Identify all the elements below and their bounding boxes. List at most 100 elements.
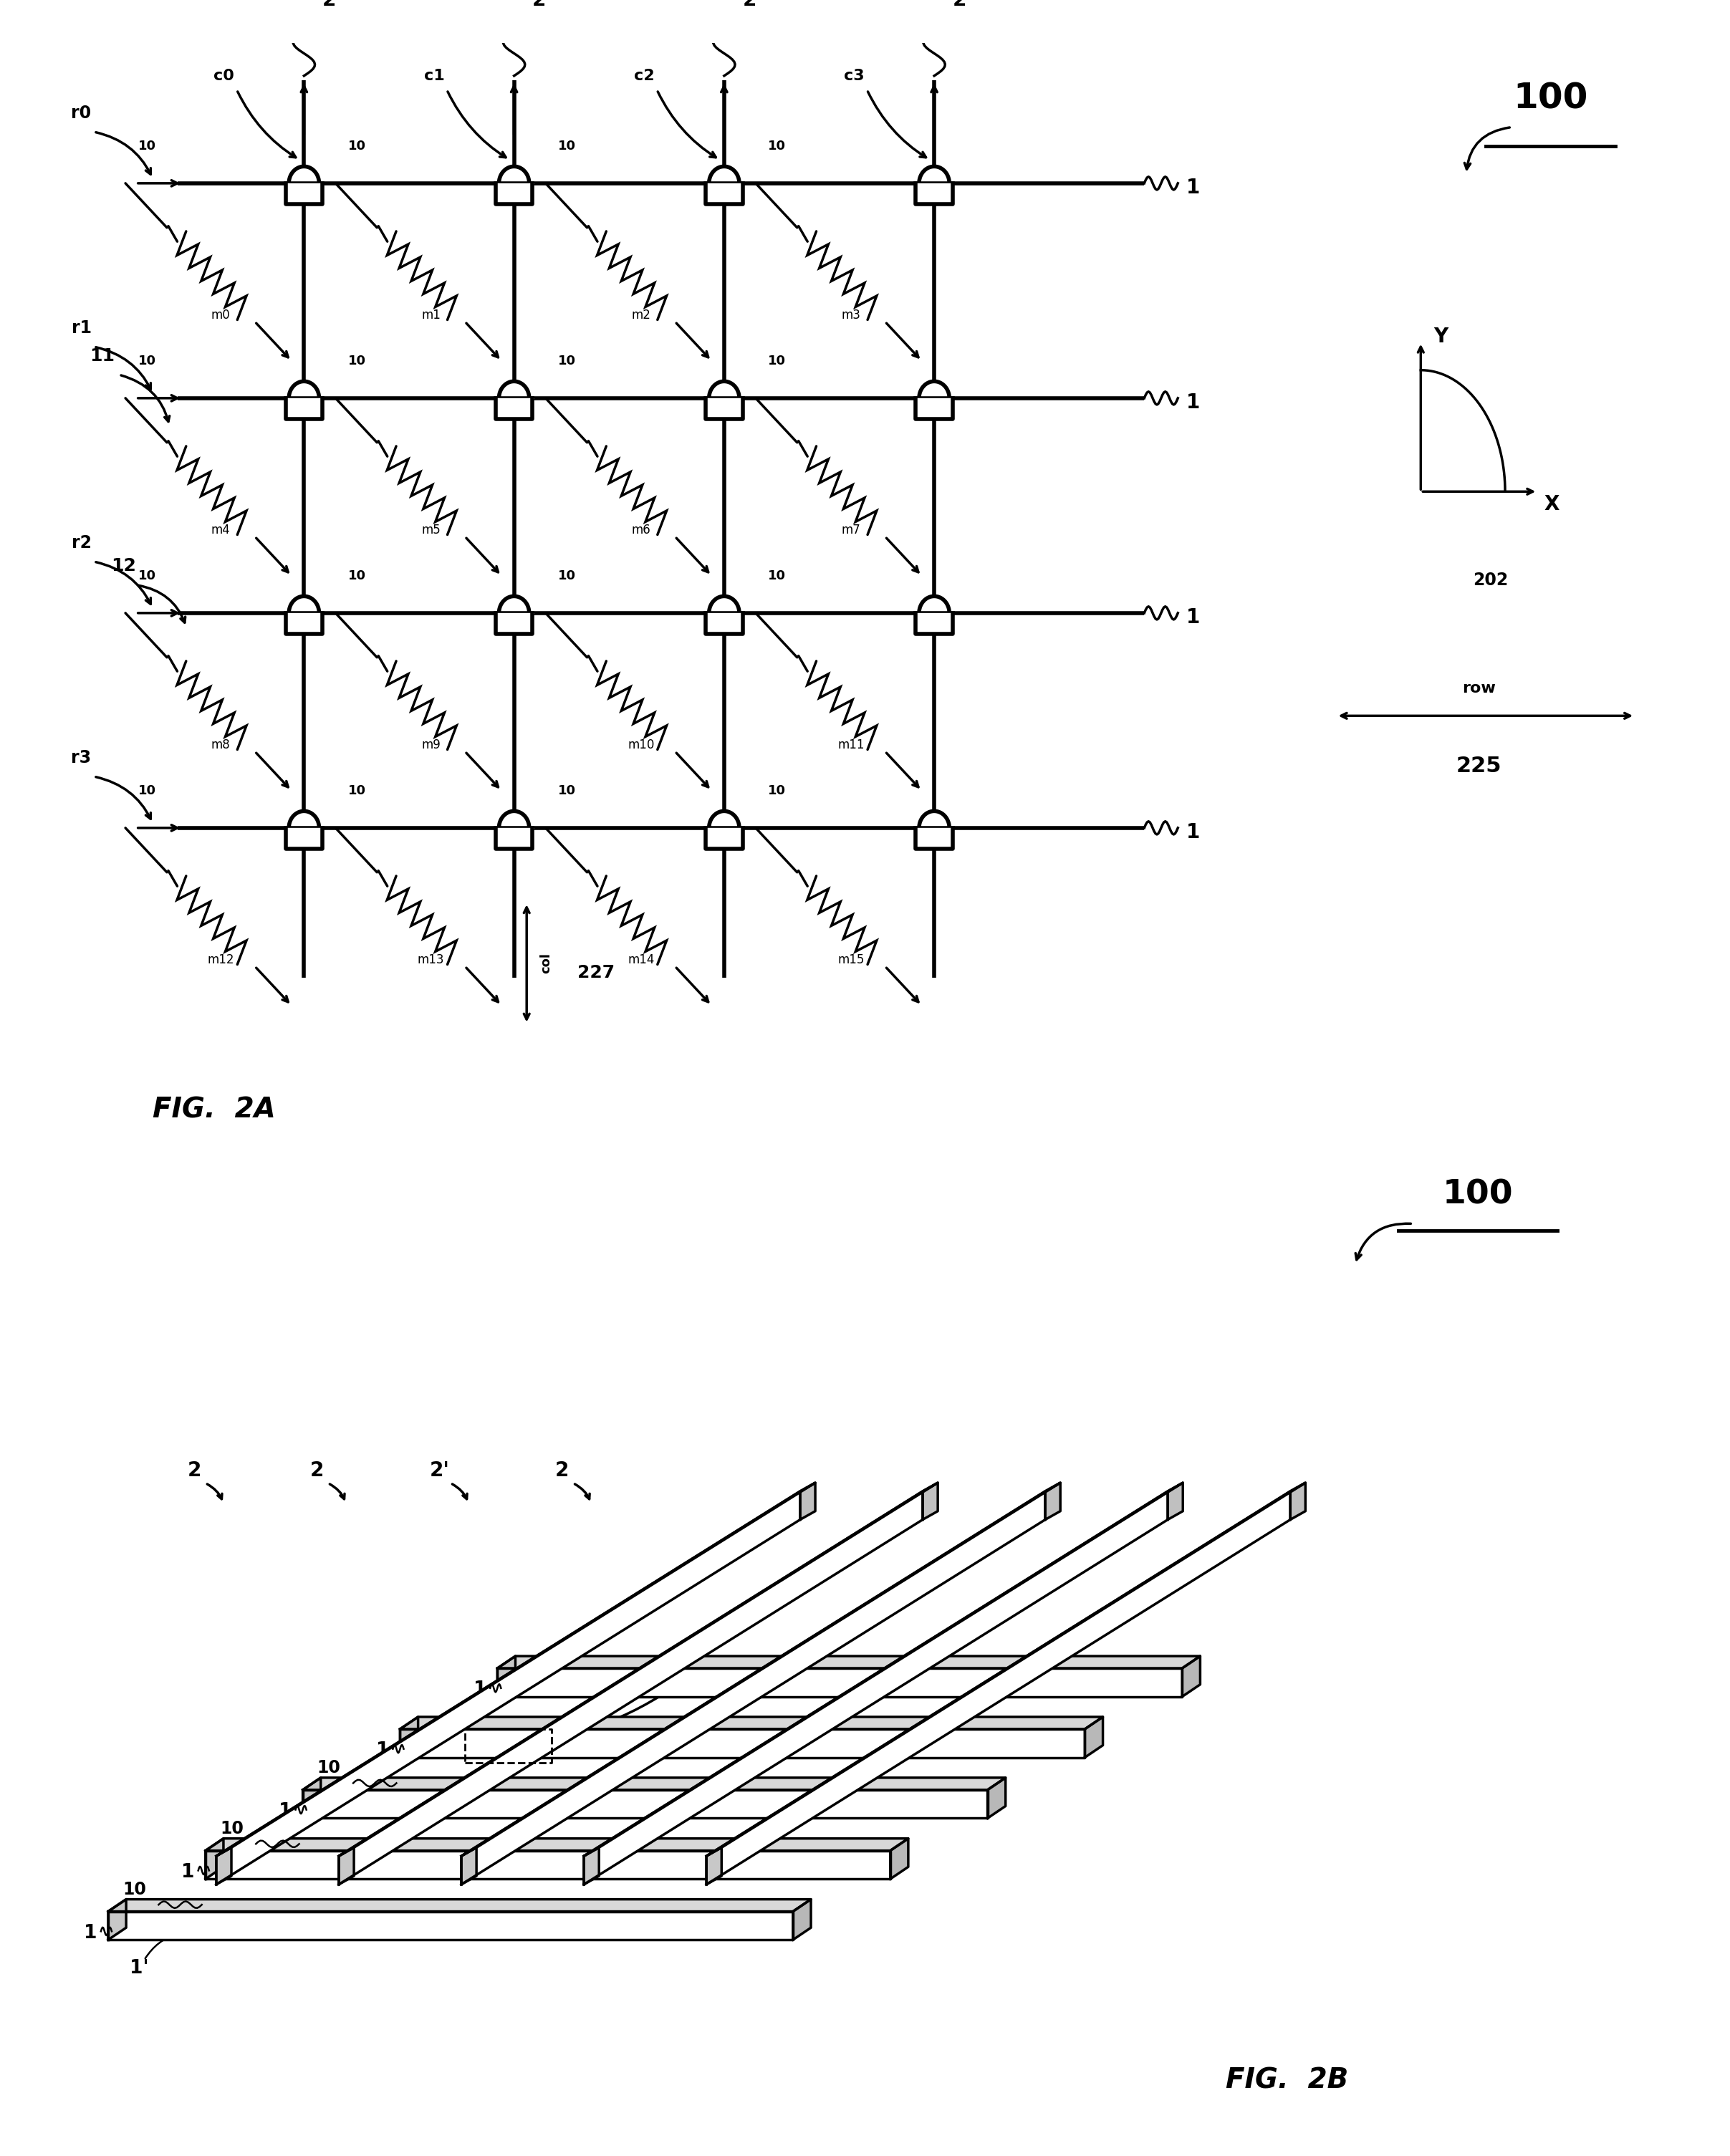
Text: 1': 1': [130, 1960, 149, 1977]
Polygon shape: [285, 399, 324, 418]
Text: r0: r0: [71, 103, 92, 121]
Text: 2: 2: [555, 1460, 569, 1481]
Text: c1: c1: [424, 69, 445, 84]
Polygon shape: [107, 1899, 811, 1912]
Text: 100: 100: [1443, 1179, 1514, 1212]
Text: 1: 1: [279, 1802, 292, 1822]
Polygon shape: [706, 1492, 1291, 1884]
Text: FIG.  2A: FIG. 2A: [152, 1095, 275, 1123]
Text: 10: 10: [317, 1759, 341, 1777]
Text: 2: 2: [310, 1460, 324, 1481]
Text: 100: 100: [1514, 82, 1588, 116]
Polygon shape: [988, 1779, 1005, 1818]
Text: m13: m13: [417, 953, 445, 966]
Text: 2: 2: [187, 1460, 202, 1481]
Text: m2: m2: [631, 308, 650, 321]
Polygon shape: [216, 1492, 801, 1884]
Polygon shape: [400, 1716, 419, 1757]
Text: m4: m4: [211, 524, 230, 537]
Polygon shape: [585, 1483, 1183, 1856]
Polygon shape: [706, 1483, 1306, 1856]
Text: m7: m7: [841, 524, 862, 537]
Text: r2: r2: [71, 535, 92, 552]
Text: 10: 10: [348, 354, 367, 367]
Polygon shape: [915, 828, 953, 849]
Text: m5: m5: [422, 524, 441, 537]
Text: m6: m6: [631, 524, 650, 537]
Polygon shape: [495, 612, 533, 634]
Polygon shape: [285, 183, 324, 205]
Text: m14: m14: [628, 953, 654, 966]
Polygon shape: [216, 1848, 232, 1884]
Polygon shape: [462, 1492, 1045, 1884]
Text: 1: 1: [182, 1863, 194, 1882]
Text: m0: m0: [211, 308, 230, 321]
Polygon shape: [1182, 1656, 1201, 1697]
Polygon shape: [792, 1899, 811, 1940]
Text: 10: 10: [138, 354, 156, 367]
Polygon shape: [1291, 1483, 1306, 1520]
Text: 1: 1: [1187, 392, 1201, 412]
Polygon shape: [915, 612, 953, 634]
Text: 10: 10: [559, 140, 576, 153]
Text: 10: 10: [768, 785, 785, 798]
Text: 10: 10: [138, 569, 156, 582]
Polygon shape: [495, 828, 533, 849]
Polygon shape: [704, 183, 744, 205]
Text: 2': 2': [429, 1460, 450, 1481]
Polygon shape: [801, 1483, 815, 1520]
Polygon shape: [1045, 1483, 1060, 1520]
Text: X: X: [1543, 494, 1559, 515]
Polygon shape: [495, 183, 533, 205]
Text: 202: 202: [1472, 571, 1509, 589]
Polygon shape: [303, 1789, 988, 1818]
Text: 1: 1: [375, 1742, 389, 1759]
Polygon shape: [704, 399, 744, 418]
Text: c0: c0: [215, 69, 235, 84]
Text: 10: 10: [348, 140, 367, 153]
Text: 11: 11: [90, 347, 114, 364]
Polygon shape: [891, 1839, 908, 1880]
Polygon shape: [400, 1716, 1104, 1729]
Text: 1: 1: [1187, 824, 1201, 843]
Text: 2: 2: [533, 0, 547, 11]
Polygon shape: [206, 1839, 223, 1880]
Polygon shape: [498, 1656, 516, 1697]
Text: 10: 10: [220, 1820, 244, 1837]
Text: Y: Y: [1434, 326, 1448, 347]
Text: m12: m12: [208, 953, 234, 966]
Polygon shape: [206, 1850, 891, 1880]
Text: 10: 10: [768, 140, 785, 153]
Text: 10: 10: [348, 569, 367, 582]
Polygon shape: [339, 1848, 355, 1884]
Polygon shape: [462, 1848, 476, 1884]
Polygon shape: [400, 1729, 1085, 1757]
Polygon shape: [704, 612, 744, 634]
Polygon shape: [922, 1483, 938, 1520]
Text: 10: 10: [123, 1880, 145, 1897]
Text: 10: 10: [559, 785, 576, 798]
Text: m10: m10: [628, 740, 654, 752]
Polygon shape: [285, 612, 324, 634]
Polygon shape: [339, 1492, 922, 1884]
Polygon shape: [498, 1669, 1182, 1697]
Polygon shape: [704, 828, 744, 849]
Text: 2: 2: [742, 0, 756, 11]
Text: 1: 1: [85, 1923, 97, 1943]
Polygon shape: [915, 183, 953, 205]
Polygon shape: [303, 1779, 320, 1818]
Polygon shape: [585, 1848, 599, 1884]
Text: m8: m8: [211, 740, 230, 752]
Text: m15: m15: [837, 953, 865, 966]
Polygon shape: [285, 828, 324, 849]
Polygon shape: [495, 399, 533, 418]
Text: 10: 10: [768, 354, 785, 367]
Text: 10: 10: [348, 785, 367, 798]
Text: row: row: [1462, 681, 1496, 694]
Text: 2: 2: [322, 0, 336, 11]
Text: m9: m9: [422, 740, 441, 752]
Text: m1: m1: [422, 308, 441, 321]
Polygon shape: [303, 1779, 1005, 1789]
Polygon shape: [585, 1492, 1168, 1884]
Text: r3: r3: [71, 748, 92, 765]
